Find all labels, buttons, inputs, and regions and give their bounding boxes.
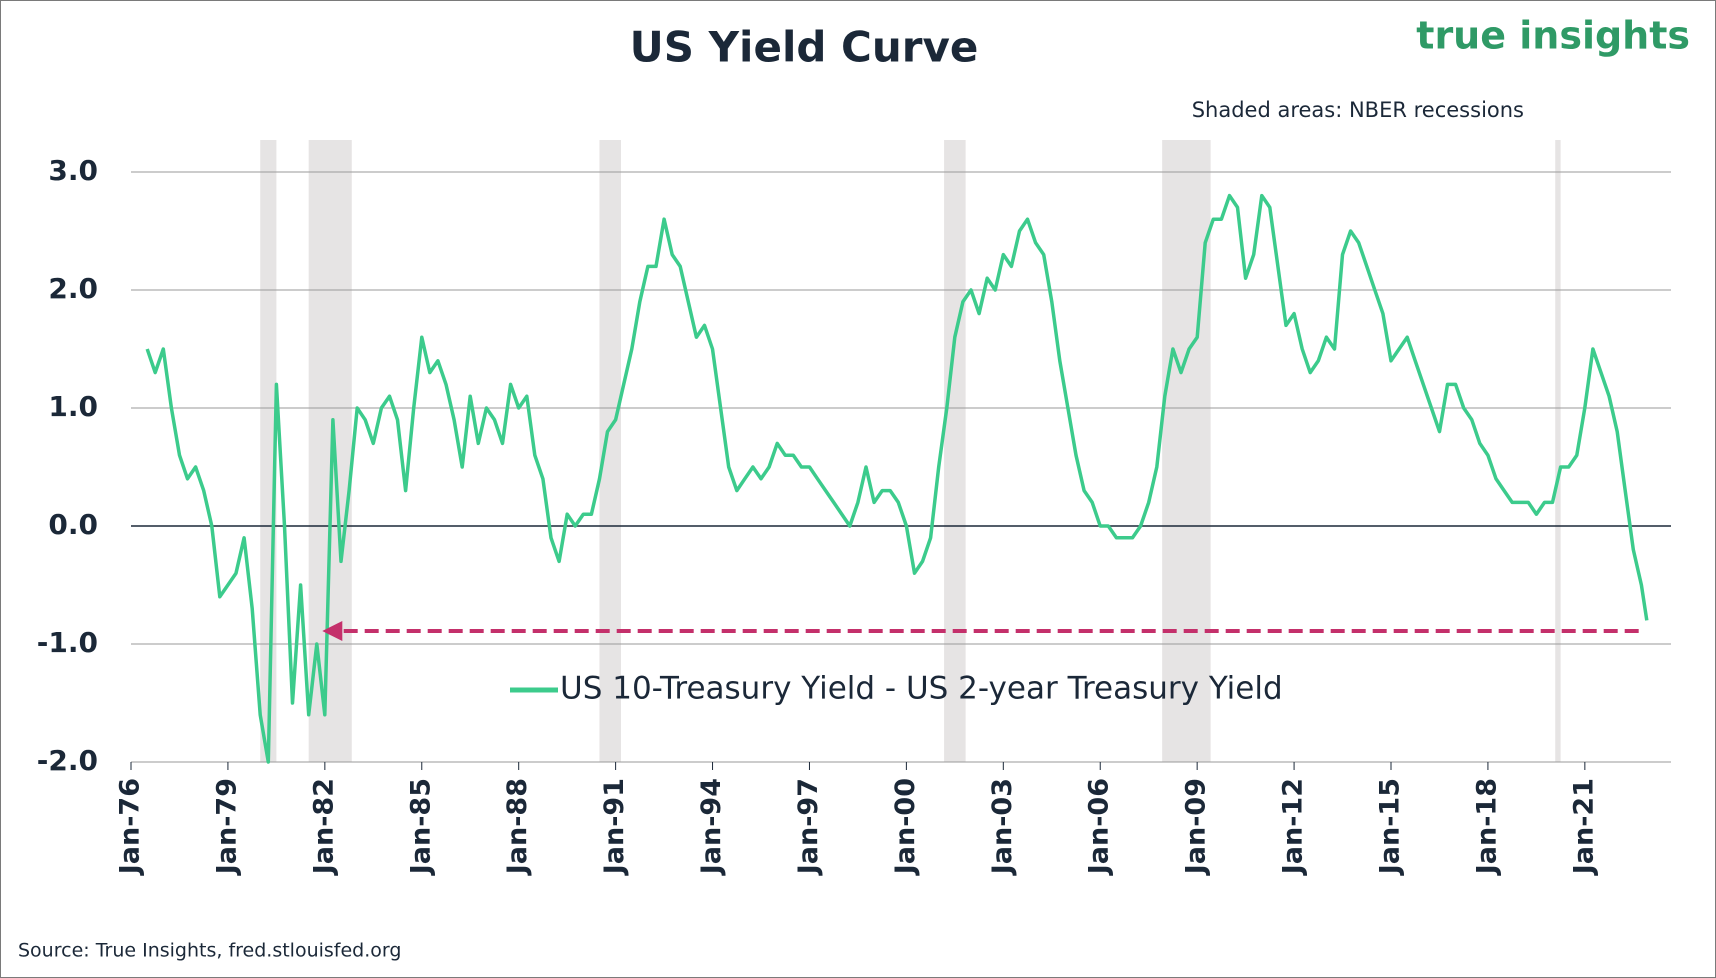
x-tick-label: Jan-06: [1084, 778, 1115, 876]
series-line: [145, 193, 1649, 764]
x-tick-label: Jan-03: [987, 778, 1018, 876]
x-tick-label: Jan-21: [1568, 778, 1599, 876]
x-tick-label: Jan-91: [599, 778, 630, 876]
x-tick-label: Jan-97: [793, 778, 824, 876]
x-tick-label: Jan-12: [1278, 778, 1309, 876]
x-tick-label: Jan-09: [1181, 778, 1212, 876]
y-tick-label: 2.0: [48, 272, 98, 305]
recession-band: [1555, 140, 1561, 762]
recession-band: [599, 140, 621, 762]
x-tick-label: Jan-00: [890, 778, 921, 876]
annotation: Shaded areas: NBER recessions: [1192, 98, 1524, 122]
legend-label: US 10-Treasury Yield - US 2-year Treasur…: [560, 671, 1283, 707]
y-tick-label: -1.0: [37, 626, 98, 659]
y-tick-label: 1.0: [48, 390, 98, 423]
chart-title: US Yield Curve: [630, 23, 979, 72]
y-tick-label: -2.0: [37, 744, 98, 777]
x-tick-label: Jan-76: [115, 778, 146, 876]
recession-band: [944, 140, 966, 762]
x-tick-label: Jan-88: [502, 778, 533, 876]
source: Source: True Insights, fred.stlouisfed.o…: [18, 940, 401, 962]
x-tick-label: Jan-15: [1375, 778, 1406, 876]
y-tick-label: 0.0: [48, 508, 98, 541]
x-tick-label: Jan-85: [405, 778, 436, 876]
x-tick-label: Jan-94: [696, 778, 727, 876]
x-tick-label: Jan-82: [308, 778, 339, 876]
x-tick-label: Jan-79: [211, 778, 242, 876]
recession-band: [1162, 140, 1211, 762]
y-tick-label: 3.0: [48, 154, 98, 187]
logo: true insights: [1416, 14, 1690, 58]
x-tick-label: Jan-18: [1471, 778, 1502, 876]
